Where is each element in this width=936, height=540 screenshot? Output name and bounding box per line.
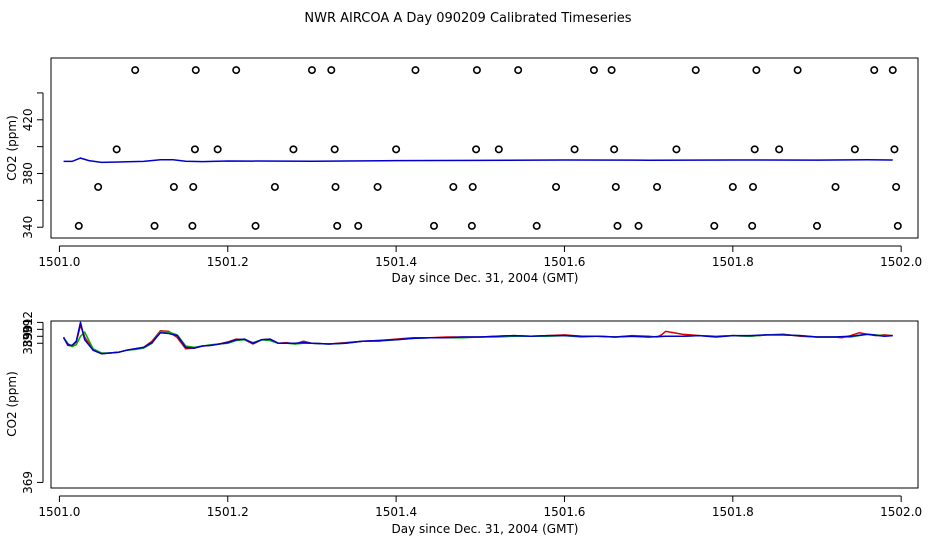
calibration-point xyxy=(710,221,719,230)
calibration-point xyxy=(653,182,662,191)
top-plot-frame xyxy=(50,57,919,239)
top-x-tick-label: 1501.6 xyxy=(543,255,585,269)
calibration-point xyxy=(331,182,340,191)
bottom-x-tick-label: 1502.0 xyxy=(880,505,922,519)
calibration-point xyxy=(634,221,643,230)
calibration-point xyxy=(333,221,342,230)
calibration-point xyxy=(94,182,103,191)
top-series-line xyxy=(63,157,893,164)
calibration-point xyxy=(610,145,619,154)
top-x-tick-label: 1501.8 xyxy=(712,255,754,269)
calibration-point xyxy=(169,182,178,191)
top-panel-calibration-scatter: 1501.0 1501.2 1501.4 1501.6 1501.8 1502.0 340 3… xyxy=(5,57,922,285)
calibration-point xyxy=(449,182,458,191)
top-x-tick-label: 1501.4 xyxy=(375,255,417,269)
bottom-x-tick-label: 1501.2 xyxy=(207,505,249,519)
top-x-tick-label: 1501.0 xyxy=(38,255,80,269)
calibration-point xyxy=(112,145,121,154)
calibration-point xyxy=(552,182,561,191)
calibration-point xyxy=(752,66,761,75)
calibration-point xyxy=(251,221,260,230)
calibration-point xyxy=(232,66,241,75)
calibration-point xyxy=(191,66,200,75)
bottom-plot-frame xyxy=(50,320,919,489)
bottom-x-tick-label: 1501.4 xyxy=(375,505,417,519)
calibration-point xyxy=(330,145,339,154)
calibration-point xyxy=(831,182,840,191)
top-x-axis-label: Day since Dec. 31, 2004 (GMT) xyxy=(392,271,579,285)
bottom-x-tick-label: 1501.0 xyxy=(38,505,80,519)
calibration-point xyxy=(775,145,784,154)
figure-title: NWR AIRCOA A Day 090209 Calibrated Times… xyxy=(304,11,631,26)
top-x-tick-label: 1501.2 xyxy=(207,255,249,269)
calibration-point xyxy=(793,66,802,75)
bottom-y-tick-label: 369 xyxy=(21,471,35,494)
calibration-point xyxy=(472,66,481,75)
bottom-y-tick-label: 391 xyxy=(21,318,35,341)
calibration-point xyxy=(74,221,83,230)
calibration-point xyxy=(429,221,438,230)
calibration-point xyxy=(307,66,316,75)
bottom-panel-co2-lines: 1501.0 1501.2 1501.4 1501.6 1501.8 1502.03893… xyxy=(5,311,922,536)
calibration-point xyxy=(213,145,222,154)
top-y-tick-label: 340 xyxy=(21,216,35,239)
calibration-point xyxy=(392,145,401,154)
calibration-point xyxy=(870,66,879,75)
top-y-axis-label: CO2 (ppm) xyxy=(5,115,19,181)
calibration-point xyxy=(354,221,363,230)
calibration-point xyxy=(607,66,616,75)
calibration-point xyxy=(532,221,541,230)
bottom-axis-ticks: 1501.0 1501.2 1501.4 1501.6 1501.8 1502.03893… xyxy=(21,311,922,519)
calibration-point xyxy=(468,182,477,191)
calibration-point xyxy=(748,221,757,230)
calibration-point xyxy=(467,221,476,230)
bottom-series-lines xyxy=(62,321,893,355)
bottom-x-tick-label: 1501.8 xyxy=(712,505,754,519)
calibration-point xyxy=(189,182,198,191)
calibration-point xyxy=(570,145,579,154)
calibration-point xyxy=(327,66,336,75)
top-y-tick-label: 420 xyxy=(21,108,35,131)
calibration-point xyxy=(749,182,758,191)
calibration-point xyxy=(613,221,622,230)
top-x-tick-label: 1502.0 xyxy=(880,255,922,269)
series-line-red xyxy=(62,324,893,355)
calibration-point xyxy=(750,145,759,154)
bottom-y-tick-label: 392 xyxy=(21,311,35,334)
calibration-point xyxy=(373,182,382,191)
calibration-point xyxy=(289,145,298,154)
calibration-point xyxy=(190,145,199,154)
calibration-point xyxy=(589,66,598,75)
calibration-point xyxy=(728,182,737,191)
bottom-x-tick-label: 1501.6 xyxy=(543,505,585,519)
calibration-point xyxy=(611,182,620,191)
top-y-tick-label: 380 xyxy=(21,162,35,185)
series-line-blue xyxy=(62,321,893,355)
calibration-point xyxy=(691,66,700,75)
bottom-y-axis-label: CO2 (ppm) xyxy=(5,371,19,437)
calibration-point xyxy=(494,145,503,154)
calibration-point xyxy=(188,221,197,230)
bottom-y-tick-label: 390 xyxy=(21,325,35,348)
calibration-point xyxy=(892,182,901,191)
calibration-point xyxy=(411,66,420,75)
calibration-point xyxy=(893,221,902,230)
calibration-point xyxy=(131,66,140,75)
calibration-point xyxy=(890,145,899,154)
calibration-point xyxy=(472,145,481,154)
top-calibration-points xyxy=(63,66,902,230)
calibration-point xyxy=(514,66,523,75)
calibration-point xyxy=(150,221,159,230)
bottom-x-axis-label: Day since Dec. 31, 2004 (GMT) xyxy=(392,522,579,536)
calibration-point xyxy=(672,145,681,154)
bottom-y-tick-label: 389 xyxy=(21,332,35,355)
calibration-point xyxy=(270,182,279,191)
calibration-point xyxy=(888,66,897,75)
calibration-point xyxy=(812,221,821,230)
calibration-point xyxy=(850,145,859,154)
top-axis-ticks: 1501.0 1501.2 1501.4 1501.6 1501.8 1502.0 340 3… xyxy=(21,92,922,269)
